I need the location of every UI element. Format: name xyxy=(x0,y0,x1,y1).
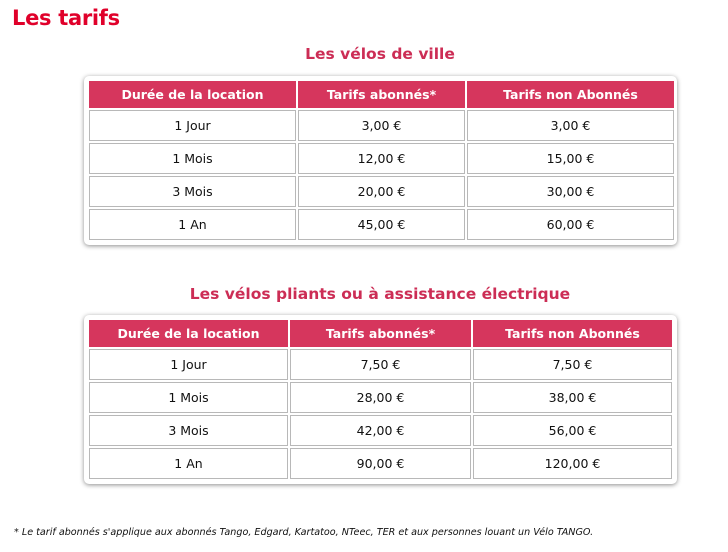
page-title: Les tarifs xyxy=(12,6,120,30)
column-header-tarifs-non-abonnes: Tarifs non Abonnés xyxy=(467,81,674,108)
cell-tarif-abonne: 3,00 € xyxy=(298,110,465,141)
column-header-tarifs-abonnes: Tarifs abonnés* xyxy=(298,81,465,108)
footnote: * Le tarif abonnés s'applique aux abonné… xyxy=(14,527,594,538)
tarifs-table-velos-pliants: Durée de la location Tarifs abonnés* Tar… xyxy=(84,315,677,484)
table-row: 1 An 90,00 € 120,00 € xyxy=(89,448,672,479)
cell-tarif-abonne: 42,00 € xyxy=(290,415,471,446)
tarifs-table-velos-de-ville: Durée de la location Tarifs abonnés* Tar… xyxy=(84,76,677,245)
cell-tarif-abonne: 28,00 € xyxy=(290,382,471,413)
cell-duree: 1 Mois xyxy=(89,382,288,413)
table-row: 1 Jour 7,50 € 7,50 € xyxy=(89,349,672,380)
cell-tarif-abonne: 7,50 € xyxy=(290,349,471,380)
cell-duree: 3 Mois xyxy=(89,415,288,446)
table-row: 1 Jour 3,00 € 3,00 € xyxy=(89,110,674,141)
cell-tarif-non-abonne: 120,00 € xyxy=(473,448,672,479)
column-header-tarifs-abonnes: Tarifs abonnés* xyxy=(290,320,471,347)
table-row: 1 Mois 28,00 € 38,00 € xyxy=(89,382,672,413)
cell-tarif-non-abonne: 60,00 € xyxy=(467,209,674,240)
table-header-row: Durée de la location Tarifs abonnés* Tar… xyxy=(89,320,672,347)
cell-duree: 1 An xyxy=(89,448,288,479)
cell-tarif-abonne: 45,00 € xyxy=(298,209,465,240)
section-title-velos-pliants: Les vélos pliants ou à assistance électr… xyxy=(189,285,571,303)
cell-tarif-non-abonne: 3,00 € xyxy=(467,110,674,141)
table-row: 1 An 45,00 € 60,00 € xyxy=(89,209,674,240)
cell-duree: 1 Jour xyxy=(89,110,296,141)
column-header-duree: Durée de la location xyxy=(89,320,288,347)
table-row: 1 Mois 12,00 € 15,00 € xyxy=(89,143,674,174)
cell-tarif-non-abonne: 38,00 € xyxy=(473,382,672,413)
cell-tarif-abonne: 12,00 € xyxy=(298,143,465,174)
table-header-row: Durée de la location Tarifs abonnés* Tar… xyxy=(89,81,674,108)
cell-tarif-non-abonne: 30,00 € xyxy=(467,176,674,207)
cell-tarif-non-abonne: 15,00 € xyxy=(467,143,674,174)
cell-duree: 3 Mois xyxy=(89,176,296,207)
column-header-duree: Durée de la location xyxy=(89,81,296,108)
section-title-velos-de-ville: Les vélos de ville xyxy=(305,45,455,63)
cell-tarif-non-abonne: 7,50 € xyxy=(473,349,672,380)
cell-tarif-abonne: 20,00 € xyxy=(298,176,465,207)
cell-tarif-abonne: 90,00 € xyxy=(290,448,471,479)
column-header-tarifs-non-abonnes: Tarifs non Abonnés xyxy=(473,320,672,347)
table-row: 3 Mois 42,00 € 56,00 € xyxy=(89,415,672,446)
cell-duree: 1 Jour xyxy=(89,349,288,380)
cell-tarif-non-abonne: 56,00 € xyxy=(473,415,672,446)
table-row: 3 Mois 20,00 € 30,00 € xyxy=(89,176,674,207)
cell-duree: 1 An xyxy=(89,209,296,240)
cell-duree: 1 Mois xyxy=(89,143,296,174)
